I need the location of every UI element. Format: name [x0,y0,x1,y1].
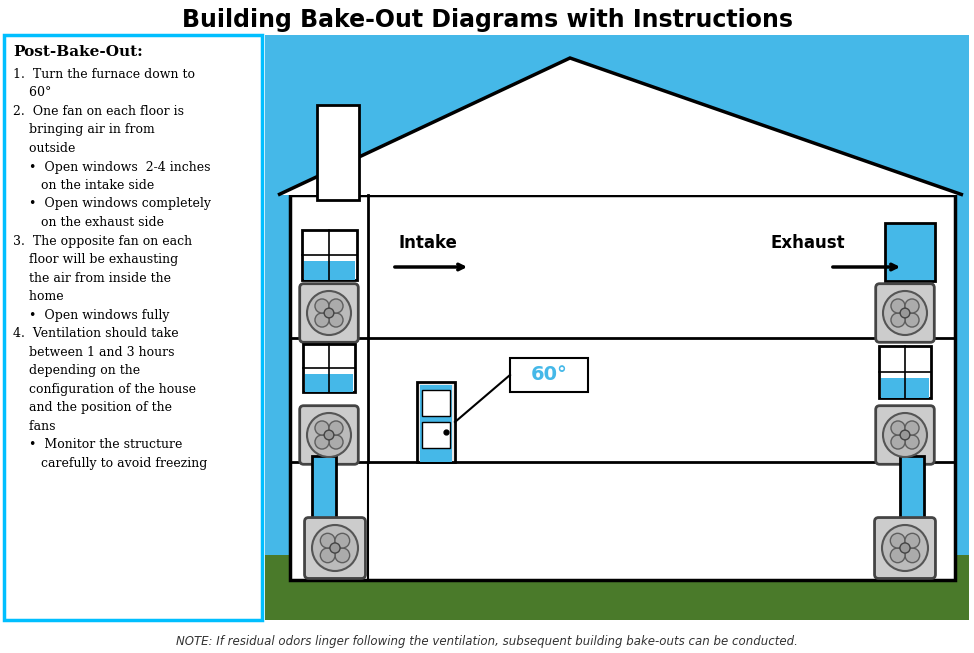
Text: Intake: Intake [398,234,457,252]
Bar [420,385,452,462]
Circle shape [905,313,919,327]
Text: 60°: 60° [531,366,568,385]
Circle shape [315,421,329,435]
Circle shape [900,308,910,318]
Circle shape [324,430,334,440]
Circle shape [905,299,919,313]
Bar [303,344,355,392]
Circle shape [329,435,343,449]
Circle shape [891,421,905,435]
Circle shape [905,534,919,548]
Bar [317,105,359,200]
Circle shape [329,299,343,313]
Text: NOTE: If residual odors linger following the ventilation, subsequent building ba: NOTE: If residual odors linger following… [176,635,798,648]
Circle shape [882,525,928,571]
Circle shape [890,534,905,548]
FancyBboxPatch shape [305,518,365,579]
Text: Building Bake-Out Diagrams with Instructions: Building Bake-Out Diagrams with Instruct… [181,8,793,32]
Bar [265,35,969,620]
Circle shape [335,534,350,548]
Bar [885,223,935,281]
Circle shape [307,413,351,457]
Circle shape [330,543,340,553]
Bar [510,358,588,392]
Circle shape [324,308,334,318]
Circle shape [307,291,351,335]
Circle shape [890,548,905,563]
Circle shape [891,299,905,313]
Bar [290,195,955,580]
Circle shape [315,313,329,327]
Circle shape [883,413,927,457]
FancyBboxPatch shape [876,283,934,342]
Text: 1.  Turn the furnace down to
    60°
2.  One fan on each floor is
    bringing a: 1. Turn the furnace down to 60° 2. One f… [13,68,211,470]
Bar [265,555,969,620]
Bar [881,378,929,398]
Bar [302,230,356,280]
Circle shape [905,435,919,449]
Bar [900,456,924,528]
Circle shape [320,548,335,563]
Text: Post-Bake-Out:: Post-Bake-Out: [13,45,143,59]
Polygon shape [278,58,963,195]
Bar [305,374,353,392]
Bar [304,261,355,280]
Circle shape [329,313,343,327]
FancyBboxPatch shape [875,518,935,579]
Bar [879,346,931,398]
Circle shape [320,534,335,548]
Text: Exhaust: Exhaust [770,234,845,252]
Circle shape [891,313,905,327]
FancyBboxPatch shape [300,406,358,464]
Bar [422,422,450,448]
Circle shape [891,435,905,449]
Circle shape [335,548,350,563]
Circle shape [315,435,329,449]
FancyBboxPatch shape [876,406,934,464]
Bar [417,382,455,462]
Bar [308,535,328,553]
Bar [4,35,262,620]
Circle shape [315,299,329,313]
Bar [422,390,450,416]
FancyBboxPatch shape [300,283,358,342]
Circle shape [329,421,343,435]
Circle shape [905,548,919,563]
Circle shape [900,543,910,553]
Circle shape [883,291,927,335]
Circle shape [312,525,358,571]
Circle shape [905,421,919,435]
Circle shape [900,430,910,440]
Bar [312,456,336,528]
